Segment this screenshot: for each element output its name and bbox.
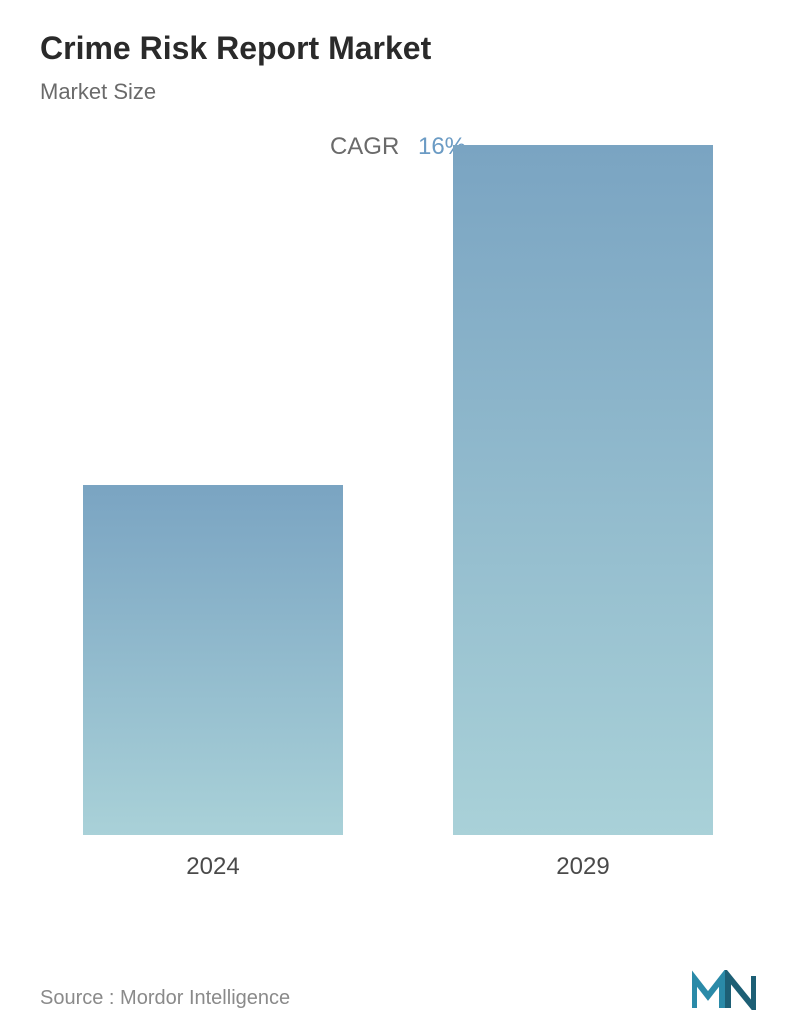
chart-area: 2024 2029 bbox=[40, 191, 756, 881]
footer: Source : Mordor Intelligence bbox=[40, 970, 756, 1010]
bar-2024 bbox=[83, 485, 343, 835]
source-attribution: Source : Mordor Intelligence bbox=[40, 987, 290, 1010]
chart-title: Crime Risk Report Market bbox=[40, 30, 756, 67]
chart-subtitle: Market Size bbox=[40, 79, 756, 105]
bar-group-2029: 2029 bbox=[453, 145, 713, 881]
bar-group-2024: 2024 bbox=[83, 485, 343, 881]
bar-2029 bbox=[453, 145, 713, 835]
mordor-logo-icon bbox=[692, 970, 756, 1010]
bar-label-2024: 2024 bbox=[186, 853, 239, 881]
bar-label-2029: 2029 bbox=[556, 853, 609, 881]
cagr-label: CAGR bbox=[330, 133, 399, 160]
